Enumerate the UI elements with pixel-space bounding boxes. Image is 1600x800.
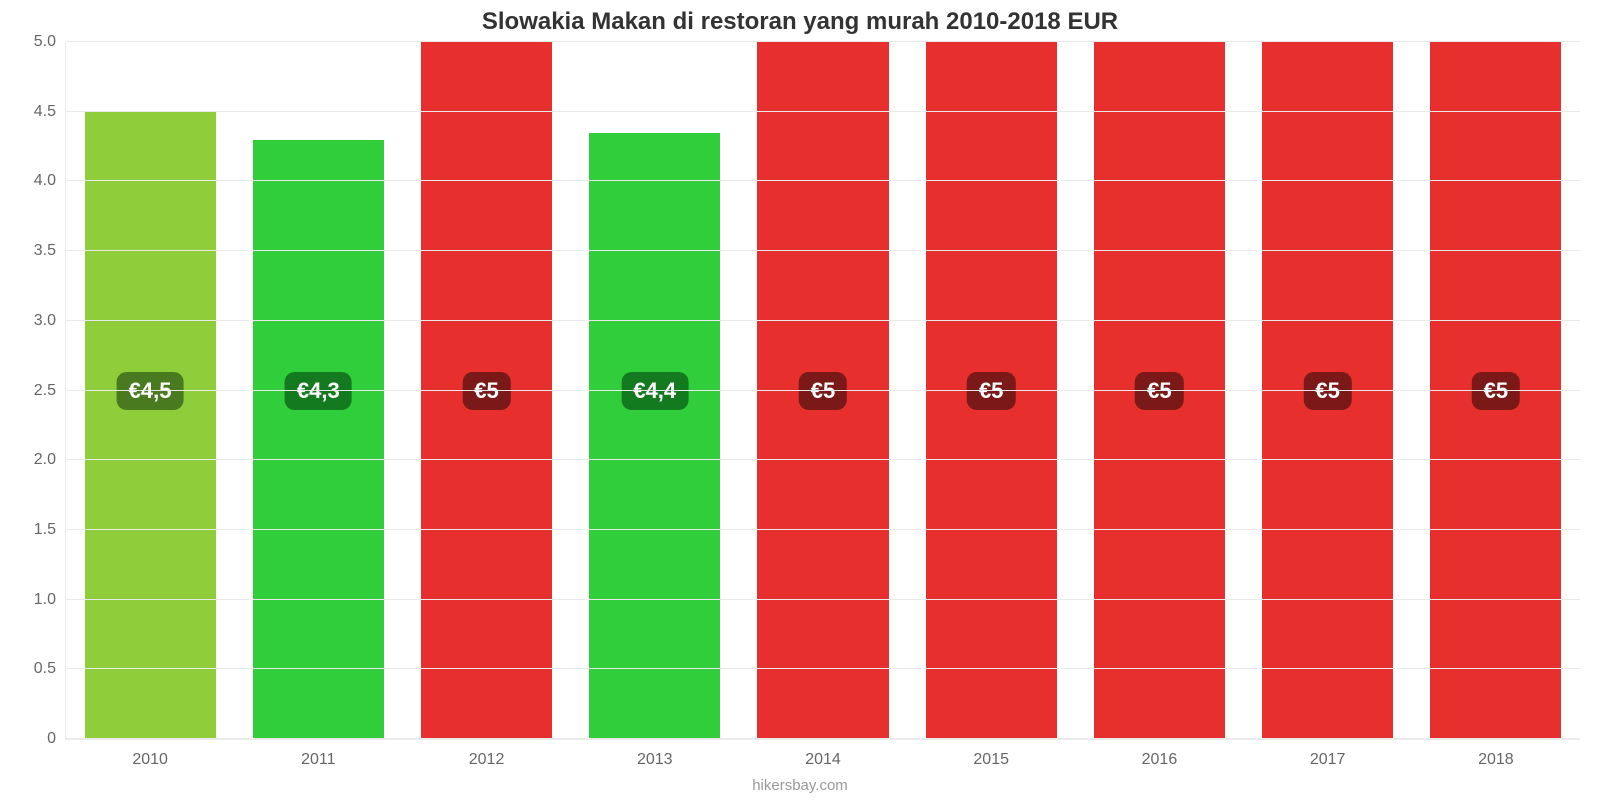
x-tick-label: 2011 xyxy=(301,751,335,769)
bars-container: €4,52010€4,32011€52012€4,42013€52014€520… xyxy=(66,42,1580,739)
gridline xyxy=(66,250,1580,251)
y-tick-label: 1.0 xyxy=(34,591,56,609)
plot-area: €4,52010€4,32011€52012€4,42013€52014€520… xyxy=(65,42,1580,740)
gridline xyxy=(66,738,1580,739)
gridline xyxy=(66,390,1580,391)
y-tick-label: 1.5 xyxy=(34,521,56,539)
chart-title: Slowakia Makan di restoran yang murah 20… xyxy=(20,8,1580,36)
bar-slot: €52012 xyxy=(402,42,570,739)
gridline xyxy=(66,668,1580,669)
y-tick-label: 0 xyxy=(47,730,56,748)
gridline xyxy=(66,599,1580,600)
y-tick-label: 0.5 xyxy=(34,660,56,678)
y-tick-label: 3.0 xyxy=(34,312,56,330)
chart-container: Slowakia Makan di restoran yang murah 20… xyxy=(0,0,1600,800)
bar: €5 xyxy=(757,42,888,739)
bar-slot: €4,32011 xyxy=(234,42,402,739)
gridline xyxy=(66,180,1580,181)
x-tick-label: 2014 xyxy=(805,751,841,769)
value-badge: €5 xyxy=(1135,372,1183,410)
x-tick-label: 2013 xyxy=(637,751,673,769)
value-badge: €4,3 xyxy=(285,372,352,410)
bar: €5 xyxy=(926,42,1057,739)
bar: €5 xyxy=(1262,42,1393,739)
value-badge: €5 xyxy=(1472,372,1520,410)
y-tick-label: 2.5 xyxy=(34,382,56,400)
bar-slot: €4,42013 xyxy=(571,42,739,739)
value-badge: €5 xyxy=(967,372,1015,410)
bar: €4,4 xyxy=(589,133,720,739)
source-attribution: hikersbay.com xyxy=(752,777,848,794)
x-tick-label: 2012 xyxy=(469,751,505,769)
value-badge: €4,5 xyxy=(117,372,184,410)
bar-slot: €4,52010 xyxy=(66,42,234,739)
bar-slot: €52015 xyxy=(907,42,1075,739)
gridline xyxy=(66,41,1580,42)
y-tick-label: 2.0 xyxy=(34,451,56,469)
x-tick-label: 2015 xyxy=(973,751,1009,769)
y-tick-label: 4.5 xyxy=(34,103,56,121)
bar: €5 xyxy=(1094,42,1225,739)
bar-slot: €52016 xyxy=(1075,42,1243,739)
bar: €4,3 xyxy=(253,140,384,739)
x-tick-label: 2017 xyxy=(1310,751,1346,769)
bar: €5 xyxy=(421,42,552,739)
value-badge: €5 xyxy=(462,372,510,410)
y-tick-label: 5.0 xyxy=(34,33,56,51)
bar-slot: €52017 xyxy=(1244,42,1412,739)
gridline xyxy=(66,320,1580,321)
bar-slot: €52018 xyxy=(1412,42,1580,739)
value-badge: €5 xyxy=(799,372,847,410)
y-tick-label: 3.5 xyxy=(34,242,56,260)
x-tick-label: 2018 xyxy=(1478,751,1514,769)
bar: €4,5 xyxy=(85,112,216,739)
y-tick-label: 4.0 xyxy=(34,172,56,190)
value-badge: €4,4 xyxy=(621,372,688,410)
bar: €5 xyxy=(1430,42,1561,739)
x-tick-label: 2016 xyxy=(1142,751,1178,769)
gridline xyxy=(66,529,1580,530)
gridline xyxy=(66,111,1580,112)
bar-slot: €52014 xyxy=(739,42,907,739)
x-tick-label: 2010 xyxy=(132,751,168,769)
value-badge: €5 xyxy=(1303,372,1351,410)
gridline xyxy=(66,459,1580,460)
